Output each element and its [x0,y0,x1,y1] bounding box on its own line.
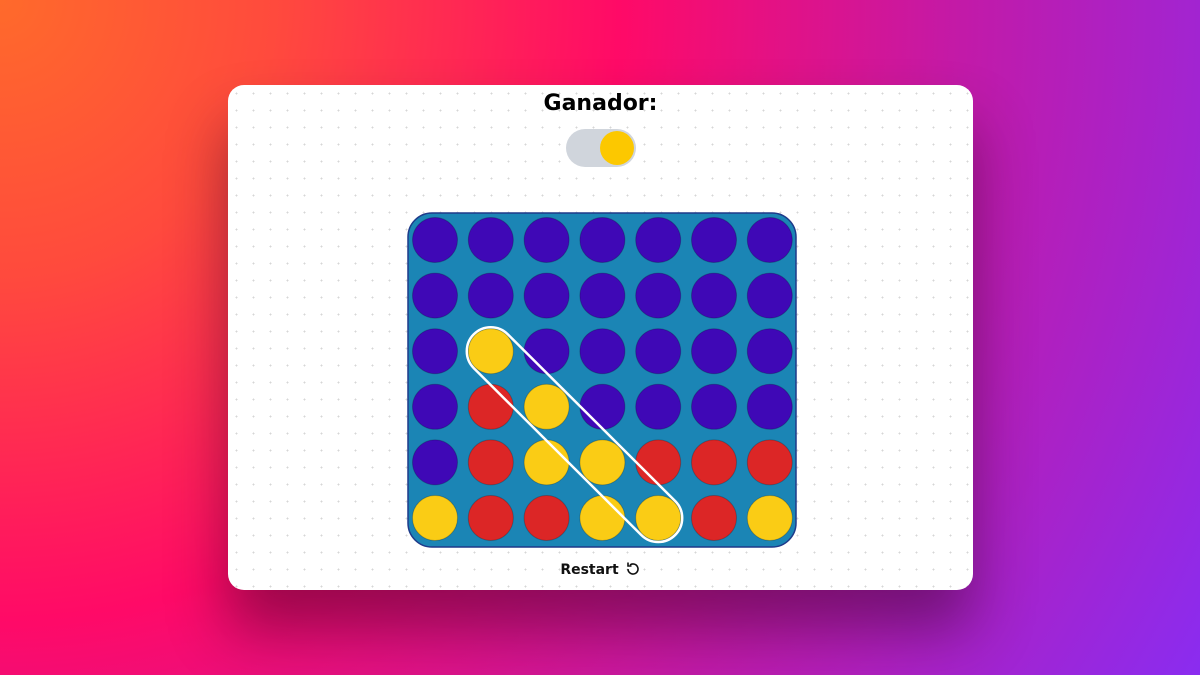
cell-yellow[interactable] [523,383,570,430]
cell-red[interactable] [467,439,514,486]
cell-empty[interactable] [412,272,458,319]
cell-yellow[interactable] [579,495,626,541]
cell-empty[interactable] [635,383,682,430]
cell-empty[interactable] [746,217,793,263]
cell-yellow[interactable] [635,495,682,541]
cell-red[interactable] [467,383,514,430]
cell-yellow[interactable] [467,328,514,375]
cell-yellow[interactable] [412,495,458,541]
cell-empty[interactable] [467,217,514,263]
cell-red[interactable] [691,495,737,541]
cell-red[interactable] [635,439,682,486]
cell-empty[interactable] [412,217,458,263]
cell-empty[interactable] [412,383,458,430]
cell-empty[interactable] [523,217,570,263]
cell-empty[interactable] [579,383,626,430]
game-board[interactable] [407,212,797,548]
winner-title: Ganador: [543,91,658,116]
cell-empty[interactable] [635,217,682,263]
game-card: Ganador: Restart [228,85,973,590]
cell-empty[interactable] [523,328,570,375]
cell-red[interactable] [691,439,737,486]
cell-empty[interactable] [691,272,737,319]
cell-empty[interactable] [746,272,793,319]
cell-empty[interactable] [579,328,626,375]
cell-empty[interactable] [523,272,570,319]
cell-empty[interactable] [635,272,682,319]
cell-empty[interactable] [579,272,626,319]
cell-empty[interactable] [746,328,793,375]
cell-empty[interactable] [635,328,682,375]
restart-label: Restart [560,562,619,578]
cell-empty[interactable] [579,217,626,263]
cell-empty[interactable] [746,383,793,430]
cell-red[interactable] [467,495,514,541]
restart-button[interactable]: Restart [228,561,973,578]
cell-empty[interactable] [691,328,737,375]
cell-empty[interactable] [691,383,737,430]
winning-line-highlight [465,325,684,544]
player-toggle[interactable] [566,129,636,167]
cell-empty[interactable] [467,272,514,319]
cell-yellow[interactable] [579,439,626,486]
cell-empty[interactable] [412,328,458,375]
cell-red[interactable] [746,439,793,486]
cell-yellow[interactable] [746,495,793,541]
cell-yellow[interactable] [523,439,570,486]
refresh-icon [626,562,639,575]
cell-empty[interactable] [691,217,737,263]
toggle-knob-yellow [600,131,634,165]
cell-empty[interactable] [412,439,458,486]
cell-red[interactable] [523,495,570,541]
